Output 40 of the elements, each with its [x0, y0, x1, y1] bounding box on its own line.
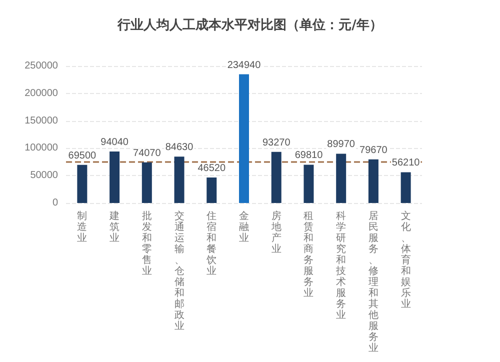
data-label: 56210 [392, 158, 420, 169]
x-tick-label: 住宿和餐饮业 [206, 211, 217, 277]
bar [400, 172, 411, 203]
bar [336, 154, 346, 203]
data-label: 69810 [294, 150, 324, 162]
data-label: 46520 [198, 163, 226, 174]
y-tick-label: 100000 [24, 142, 58, 154]
category-label: 居民服务、修理和其他服务业 [368, 211, 378, 354]
data-label: 69500 [68, 150, 97, 162]
y-tick-label: 250000 [24, 60, 58, 72]
bar [239, 74, 249, 203]
data-label: 74070 [133, 148, 162, 159]
bar [174, 156, 184, 203]
category-label: 科学研究和技术服务业 [336, 211, 346, 321]
bar [142, 162, 152, 203]
data-label: 89970 [327, 139, 356, 150]
y-tick-label: 0 [52, 198, 58, 208]
category-label: 文化、体育和娱乐业 [400, 211, 411, 310]
data-label: 93270 [262, 137, 291, 148]
bar [206, 178, 217, 203]
x-tick-label: 制造业 [77, 210, 88, 244]
data-label: 79670 [360, 144, 388, 156]
bar [271, 152, 282, 203]
bar [110, 151, 120, 203]
x-tick-label: 批发和零售业 [142, 210, 152, 277]
bar [77, 164, 88, 203]
bar [368, 159, 378, 203]
data-label: 94040 [100, 136, 129, 148]
y-tick-label: 200000 [24, 88, 58, 99]
category-label: 交通运输、仓储和邮政业 [174, 211, 184, 332]
y-tick-label: 50000 [30, 170, 58, 182]
data-label: 84630 [165, 142, 194, 154]
x-tick-label: 租赁和商务服务业 [304, 211, 314, 299]
y-tick-label: 150000 [24, 115, 58, 126]
x-tick-label: 建筑业 [108, 210, 120, 244]
x-tick-label: 房地产业 [270, 210, 282, 255]
x-tick-label: 金融业 [239, 210, 249, 244]
data-label: 234940 [227, 60, 262, 71]
bar [304, 164, 314, 203]
chart-title: 行业人均人工成本水平对比图（单位：元/年） [116, 17, 382, 33]
